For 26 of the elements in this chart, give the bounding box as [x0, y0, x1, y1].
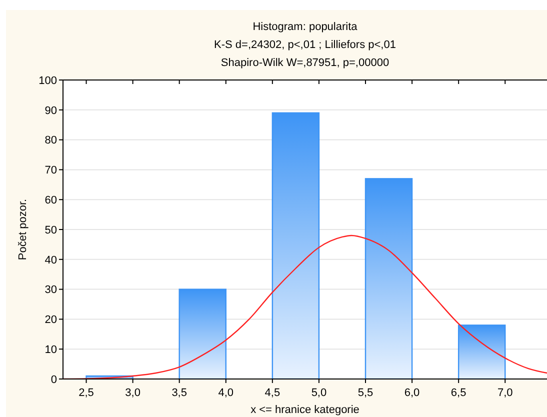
y-tick-label: 90 [44, 104, 57, 117]
y-tick-label: 50 [44, 224, 57, 236]
text: K-S d=,24302, p<,01 ; Lilliefors p<,01 [214, 39, 396, 51]
y-axis-title: Počet pozor. [17, 198, 29, 260]
chart-title: Histogram: popularita [252, 21, 358, 33]
x-axis-title: x <= hranice kategorie [250, 404, 360, 416]
y-tick-label: 30 [44, 284, 57, 296]
text: Shapiro-Wilk W=,87951, p=,00000 [220, 57, 390, 69]
x-tick-label: 6,5 [450, 387, 466, 399]
x-tick-label: 4,0 [218, 387, 234, 399]
y-tick-label: 20 [44, 314, 57, 326]
x-tick-label: 5,0 [311, 387, 327, 399]
x-tick-label: 3,5 [172, 387, 187, 399]
y-tick-label: 70 [44, 164, 57, 177]
x-tick-label: 7,0 [497, 387, 513, 399]
x-tick-label: 3,0 [125, 387, 140, 399]
y-tick-label: 10 [44, 344, 57, 356]
x-tick-label: 5,5 [358, 387, 374, 399]
y-tick-label: 60 [44, 194, 57, 206]
y-tick-label: 0 [50, 374, 57, 386]
y-tick-label: 100 [38, 74, 57, 87]
x-tick-label: 2,5 [78, 387, 94, 399]
y-tick-label: 80 [44, 134, 57, 147]
y-tick-label: 40 [44, 254, 57, 266]
x-tick-label: 6,0 [404, 387, 420, 399]
x-tick-label: 4,5 [264, 387, 280, 399]
